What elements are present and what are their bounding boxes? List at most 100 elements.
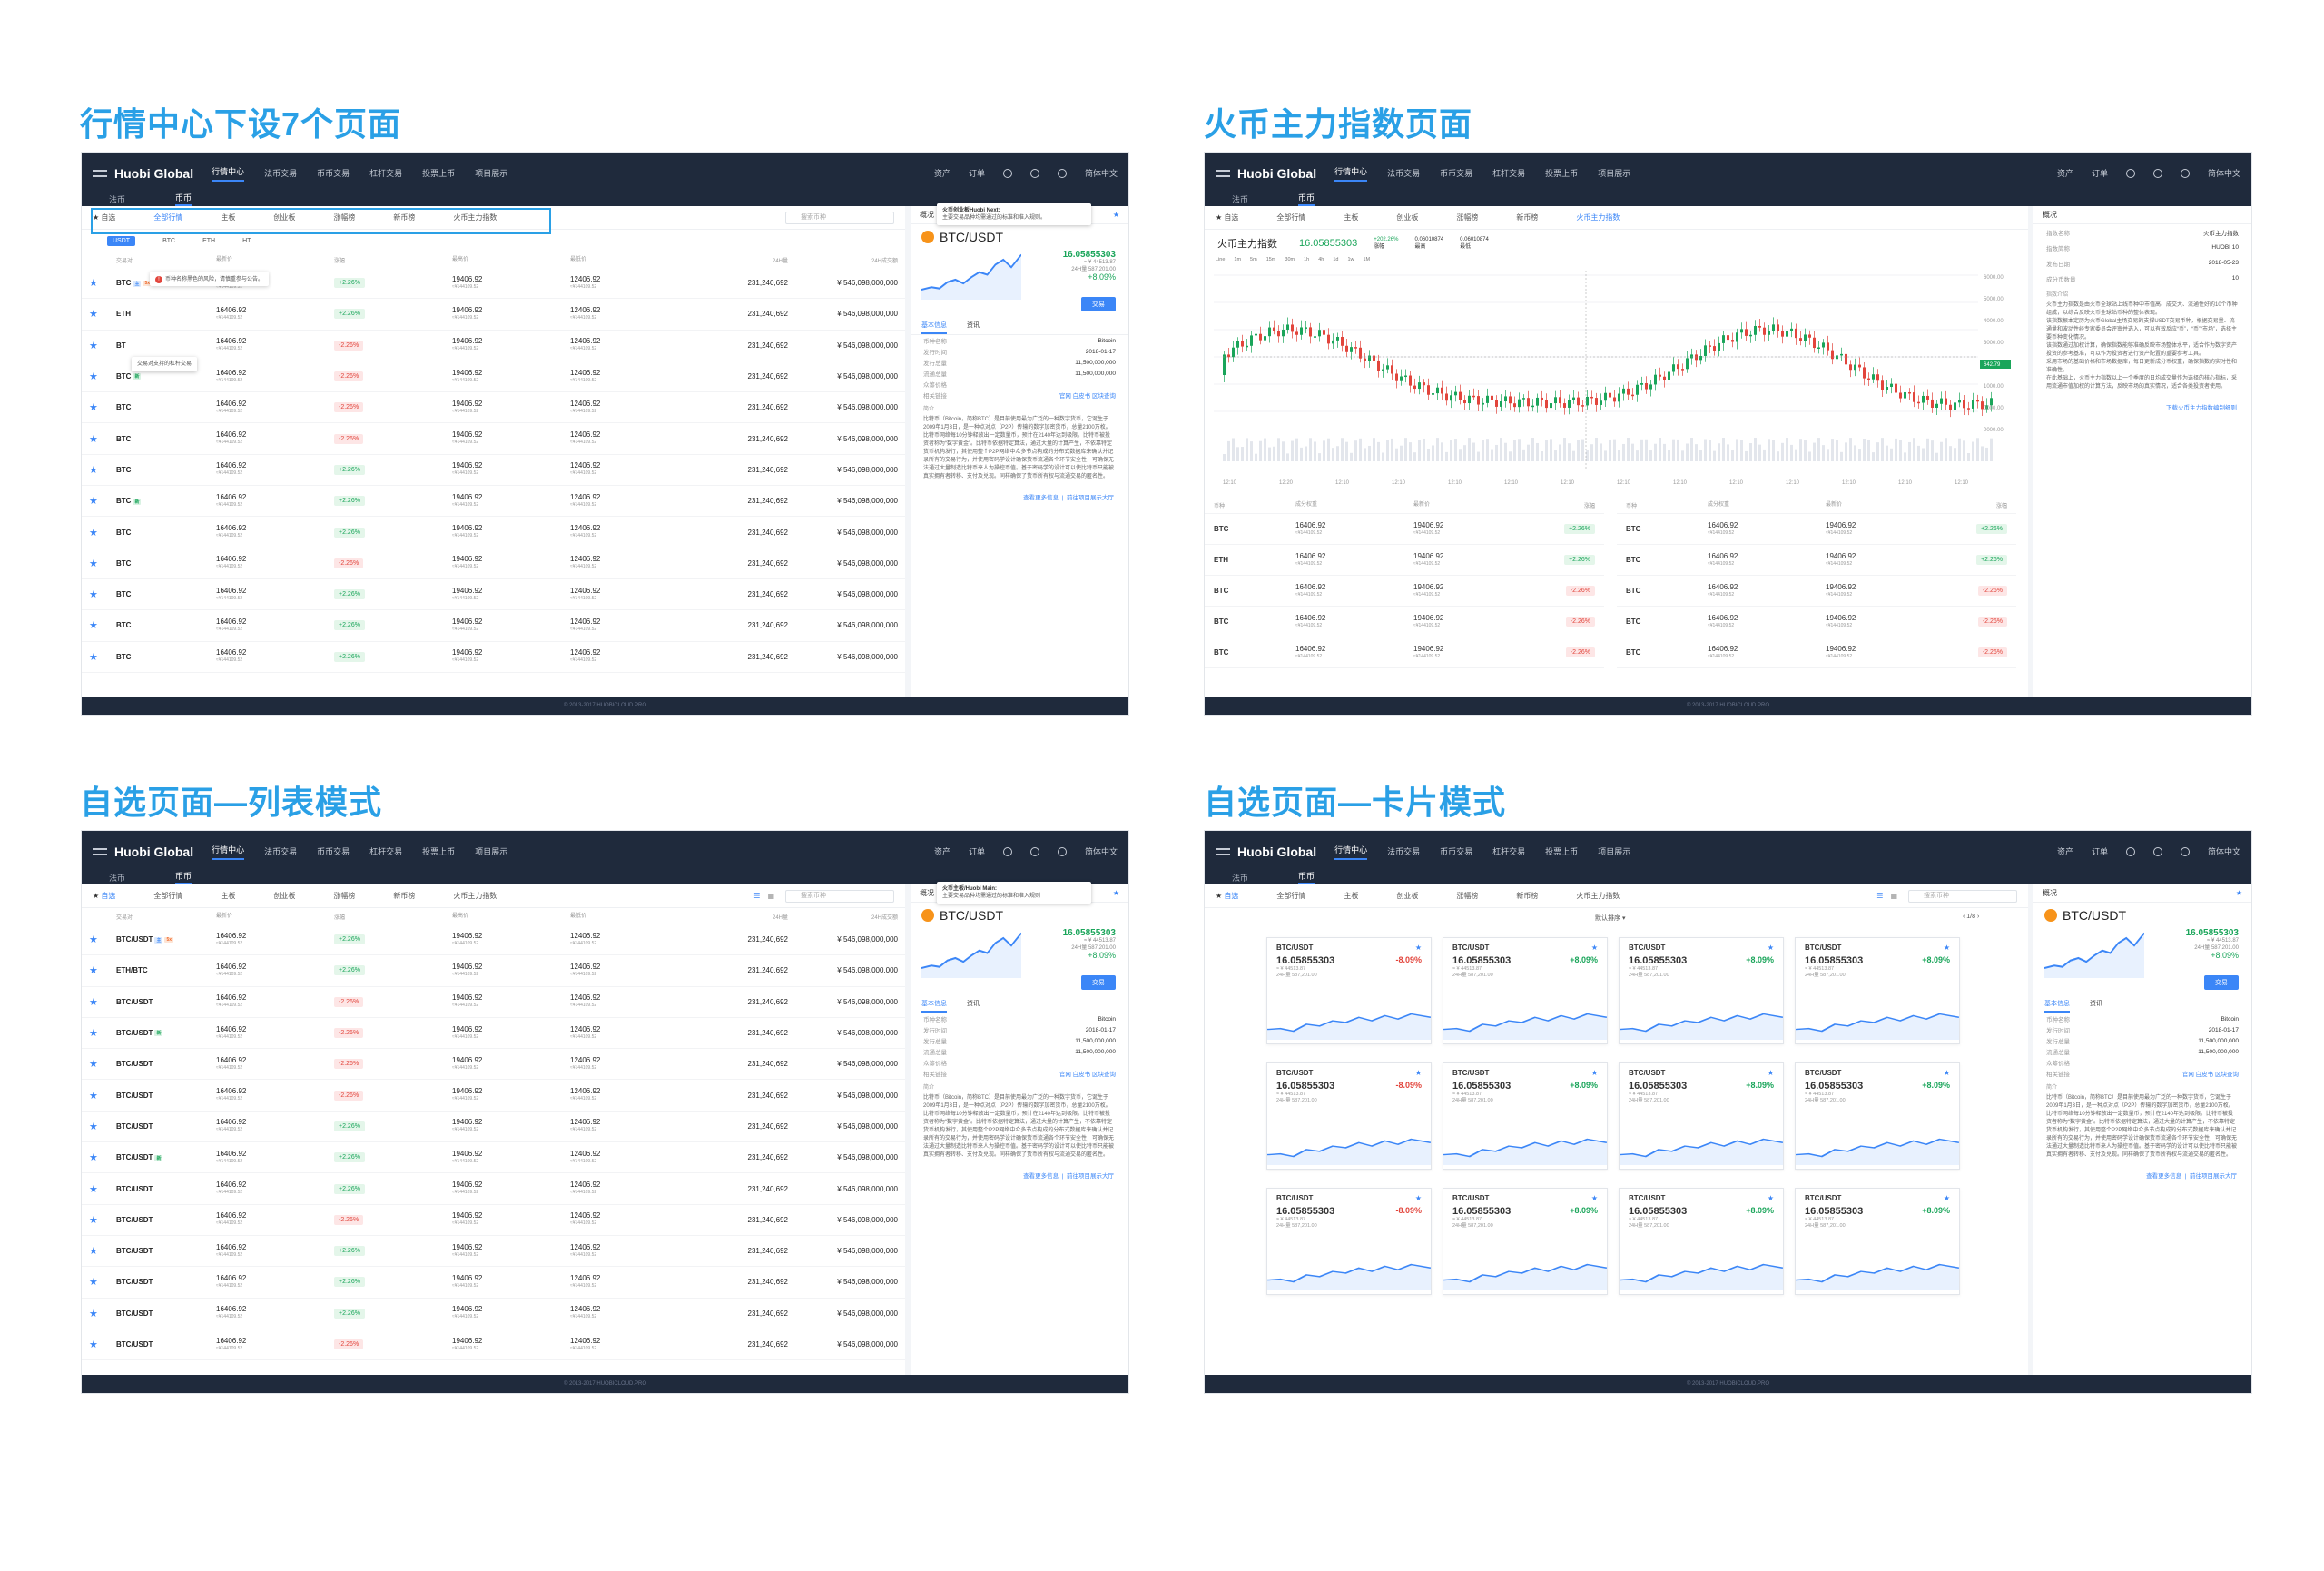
star-icon[interactable]: ★ (89, 558, 98, 569)
volume-icon[interactable] (1029, 846, 1039, 856)
star-icon[interactable]: ★ (1767, 1069, 1774, 1077)
table-row[interactable]: ★ BTC 16406.92 ≈¥144109.52 -2.26% 19406.92 ≈¥1… (82, 548, 905, 579)
star-icon[interactable]: ★ (89, 402, 98, 414)
table-row[interactable]: ★ BTC/USDT 16406.92 ≈¥144109.52 +2.26% 19406.… (82, 1236, 905, 1268)
candle[interactable] (1699, 355, 1702, 361)
col-header[interactable]: 24H量 (772, 914, 788, 921)
timeframe[interactable]: 1M (1363, 257, 1371, 262)
tab-6[interactable]: 火币主力指数 (1576, 892, 1620, 900)
more-info-link[interactable]: 查看更多信息 (2146, 1173, 2182, 1180)
candle[interactable] (1600, 400, 1602, 405)
candle[interactable] (1618, 393, 1620, 402)
star-icon[interactable]: ★ (1414, 1194, 1422, 1202)
table-row[interactable]: ★ BTC 16406.92 ≈¥144109.52 -2.26% 19406.92 ≈¥1… (82, 423, 905, 455)
candle[interactable] (1427, 385, 1430, 395)
star-icon[interactable]: ★ (1943, 1194, 1950, 1202)
coin-card[interactable]: BTC/USDT ★ 16.05855303 -8.09% ≈ ¥ 44513.87 24… (1266, 1062, 1432, 1170)
candle[interactable] (1527, 398, 1530, 407)
candle[interactable] (1731, 340, 1734, 342)
table-row[interactable]: ★ BTC 16406.92 ≈¥144109.52 +2.26% 19406.92 ≈¥1… (82, 517, 905, 548)
candle[interactable] (1854, 364, 1856, 371)
candle[interactable] (1945, 398, 1947, 405)
candle[interactable] (1817, 347, 1820, 349)
star-icon[interactable]: ★ (1767, 1194, 1774, 1202)
candle[interactable] (1636, 384, 1639, 395)
language-select[interactable]: 简体中文 (1084, 169, 1118, 178)
table-row[interactable]: ★ ETH 16406.92 ≈¥144109.52 +2.26% 19406.92 ≈¥1… (82, 299, 905, 331)
candle[interactable] (1645, 382, 1648, 390)
candle[interactable] (1813, 337, 1816, 349)
nav-item[interactable]: 投票上币 (1545, 847, 1579, 856)
nav-item[interactable]: 法币交易 (264, 847, 298, 856)
tab-news[interactable]: 资讯 (967, 1001, 980, 1007)
candle[interactable] (1686, 358, 1689, 370)
candle[interactable] (1441, 387, 1443, 394)
gear-icon[interactable] (1057, 168, 1067, 178)
coin-card[interactable]: BTC/USDT ★ 16.05855303 +8.09% ≈ ¥ 44513.87 24… (1795, 1188, 1960, 1295)
star-icon[interactable]: ★ (1590, 1069, 1598, 1077)
candle[interactable] (1917, 401, 1920, 404)
candle[interactable] (1754, 325, 1757, 335)
coin-card[interactable]: BTC/USDT ★ 16.05855303 -8.09% ≈ ¥ 44513.87 24… (1266, 1188, 1432, 1295)
candle[interactable] (1668, 371, 1670, 380)
tab-coin[interactable]: 币币 (1298, 192, 1315, 206)
tab-basic-info[interactable]: 基本信息 (2044, 999, 2070, 1013)
candle[interactable] (1450, 395, 1452, 401)
candle[interactable] (1990, 398, 1993, 406)
candle[interactable] (1704, 345, 1707, 356)
table-row[interactable]: ETH 16406.92 ≈¥144109.52 19406.92 ≈¥144109.5… (1205, 545, 1604, 576)
search-input[interactable]: 搜索币种 (785, 889, 894, 903)
nav-item[interactable]: 投票上币 (1545, 169, 1579, 178)
nav-assets[interactable]: 资产 (2056, 169, 2073, 178)
candle[interactable] (1981, 401, 1984, 410)
nav-item[interactable]: 行情中心 (212, 844, 245, 860)
tab-4[interactable]: 涨幅榜 (333, 892, 356, 900)
star-icon[interactable]: ★ (89, 1090, 98, 1102)
candle[interactable] (1495, 400, 1498, 407)
candle[interactable] (1559, 397, 1561, 404)
table-row[interactable]: ★ BTC/USDT 16406.92 ≈¥144109.52 -2.26% 19406.… (82, 987, 905, 1018)
timeframe[interactable]: 15m (1265, 257, 1276, 262)
table-row[interactable]: ★ BTC/USDT 16406.92 ≈¥144109.52 -2.26% 19406.… (82, 1205, 905, 1236)
col-header[interactable]: 最新价 (216, 256, 233, 262)
quote-tab[interactable]: HT (242, 237, 251, 244)
star-icon[interactable]: ★ (89, 1028, 98, 1040)
nav-item[interactable]: 投票上币 (422, 847, 456, 856)
candle[interactable] (1581, 405, 1584, 407)
nav-item[interactable]: 法币交易 (264, 169, 298, 178)
candle[interactable] (1246, 345, 1248, 348)
project-hall-link[interactable]: 前往项目展示大厅 (2190, 1173, 2237, 1180)
timeframe[interactable]: 1d (1333, 257, 1339, 262)
candle[interactable] (1354, 347, 1357, 349)
candle[interactable] (1227, 354, 1230, 358)
star-icon[interactable]: ★ (1590, 944, 1598, 952)
tab-coin[interactable]: 币币 (175, 870, 192, 884)
language-select[interactable]: 简体中文 (2207, 847, 2240, 856)
search-input[interactable]: 搜索币种 (1908, 889, 2017, 903)
candle[interactable] (1872, 374, 1875, 380)
star-icon[interactable]: ★ (1112, 211, 1119, 219)
candle[interactable] (1595, 398, 1598, 405)
tab-0[interactable]: ★ 自选 (93, 892, 116, 900)
candle[interactable] (1827, 342, 1829, 351)
gear-icon[interactable] (2180, 846, 2190, 856)
nav-item[interactable]: 币币交易 (317, 169, 350, 178)
tab-news[interactable]: 资讯 (2090, 1001, 2102, 1007)
gear-icon[interactable] (1057, 846, 1067, 856)
table-row[interactable]: BTC 16406.92 ≈¥144109.52 19406.92 ≈¥144109.5… (1205, 607, 1604, 637)
candle[interactable] (1963, 400, 1965, 409)
menu-icon[interactable] (1216, 169, 1230, 177)
tab-4[interactable]: 涨幅榜 (1456, 213, 1479, 222)
col-header[interactable]: 交易对 (116, 258, 133, 264)
table-row[interactable]: ★ BTC/USDT 16406.92 ≈¥144109.52 +2.26% 19406.… (82, 1299, 905, 1329)
nav-item[interactable]: 行情中心 (1334, 165, 1368, 182)
table-row[interactable]: BTC 16406.92 ≈¥144109.52 19406.92 ≈¥144109.5… (1617, 607, 2016, 637)
more-info-link[interactable]: 查看更多信息 (1023, 1173, 1059, 1180)
nav-item[interactable]: 币币交易 (1440, 169, 1473, 178)
user-icon[interactable] (1002, 846, 1012, 856)
trade-button[interactable]: 交易 (2204, 975, 2239, 990)
coin-card[interactable]: BTC/USDT ★ 16.05855303 -8.09% ≈ ¥ 44513.87 24… (1266, 937, 1432, 1044)
table-row[interactable]: BTC 16406.92 ≈¥144109.52 19406.92 ≈¥144109.5… (1205, 514, 1604, 545)
timeframe[interactable]: 1w (1347, 257, 1354, 262)
tab-3[interactable]: 创业板 (273, 892, 296, 900)
